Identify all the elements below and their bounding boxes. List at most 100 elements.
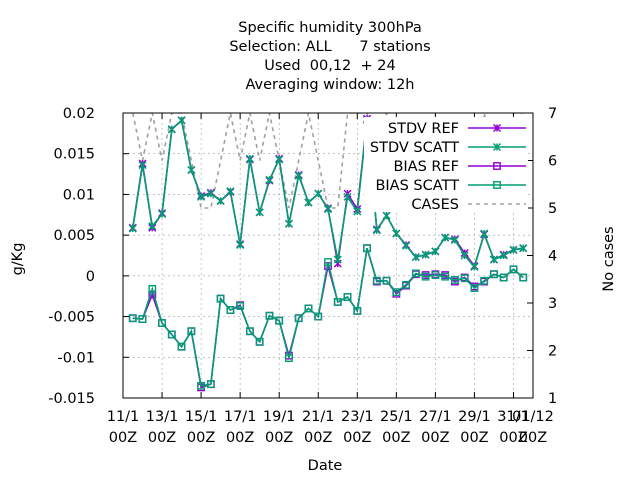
data-point (314, 189, 323, 198)
data-point (480, 229, 489, 238)
legend-item: BIAS REF (364, 155, 528, 175)
x-tick-label: 23/1 (341, 409, 374, 425)
data-point (460, 251, 469, 260)
data-point (324, 258, 332, 266)
x-tick-label: 27/1 (419, 409, 452, 425)
data-point (353, 306, 362, 315)
title-line-4: Averaging window: 12h (245, 77, 414, 93)
legend-item: CASES (364, 193, 528, 213)
data-point (402, 280, 410, 289)
data-point (245, 154, 254, 163)
x-tick-label: 11/1 (107, 409, 140, 425)
data-point (158, 319, 166, 327)
data-point (128, 314, 137, 323)
data-point (519, 273, 528, 282)
data-point (275, 316, 284, 325)
data-point (216, 196, 225, 205)
data-point (411, 253, 420, 262)
data-point (499, 273, 508, 282)
data-point (177, 116, 186, 125)
x-tick-label: 21/1 (302, 409, 335, 425)
data-point (421, 250, 430, 259)
data-point (275, 155, 284, 164)
data-point (138, 315, 147, 323)
data-point (421, 272, 430, 281)
data-point (128, 224, 137, 233)
legend: STDV REF STDV SCATT BIAS REF BIAS SCATT CASE… (364, 117, 528, 213)
legend-marker (492, 123, 502, 133)
data-point (343, 293, 352, 301)
y-tick-label: -0.005 (48, 310, 95, 326)
data-point (265, 311, 274, 320)
x-tick-label: 00Z (519, 430, 547, 446)
chart-title: Specific humidity 300hPa Selection: ALL … (229, 20, 430, 93)
data-point (499, 251, 508, 260)
x-tick-label: 01/12 (512, 409, 554, 425)
x-axis-label: Date (308, 458, 343, 474)
data-point (353, 207, 362, 216)
data-point (402, 241, 411, 250)
x-tick-label: 00Z (499, 430, 527, 446)
data-point (294, 171, 303, 180)
legend-label: BIAS REF (393, 159, 459, 175)
title-line-3: Used 00,12 + 24 (264, 58, 395, 74)
data-point (509, 265, 518, 274)
data-point (265, 175, 274, 184)
y2-axis-label: No cases (601, 226, 617, 291)
x-tick-label: 19/1 (263, 409, 296, 425)
x-tick-label: 00Z (460, 430, 488, 446)
data-point (509, 245, 518, 254)
x-tick-label: 31/1 (497, 409, 530, 425)
y-tick-label: 0.015 (53, 147, 95, 163)
data-point (333, 255, 342, 264)
legend-item: BIAS SCATT (364, 174, 528, 194)
data-point (138, 161, 147, 170)
legend-label: CASES (411, 197, 459, 213)
data-point (158, 209, 167, 219)
data-point (167, 330, 176, 339)
legend-item: STDV REF (364, 117, 528, 137)
data-point (382, 211, 391, 220)
series-bias-ref (128, 244, 528, 392)
x-tick-label: 00Z (187, 430, 215, 446)
x-tick-label: 00Z (148, 430, 176, 446)
legend-marker (493, 181, 501, 189)
data-point (392, 288, 401, 297)
data-point (197, 192, 206, 201)
x-tick-label: 00Z (421, 430, 449, 446)
data-point (411, 269, 420, 278)
y2-tick-label: 2 (548, 344, 557, 360)
ticks: -0.015 -0.01 -0.005 0 0.005 0.01 0.015 0.02 1 2 3 4… (48, 106, 557, 446)
legend-label: STDV SCATT (370, 140, 459, 156)
data-point (470, 284, 479, 292)
title-line-2: Selection: ALL 7 stations (229, 39, 430, 55)
x-tick-label: 25/1 (380, 409, 413, 425)
x-tick-label: 00Z (343, 430, 371, 446)
data-point (372, 276, 381, 285)
x-tick-label: 15/1 (185, 409, 218, 425)
data-point (441, 233, 450, 242)
data-point (451, 276, 459, 284)
data-point (333, 298, 342, 306)
data-point (206, 380, 215, 389)
x-tick-label: 00Z (265, 430, 293, 446)
data-point (431, 247, 440, 256)
y2-tick-label: 4 (548, 249, 557, 265)
x-tick-label: 13/1 (146, 409, 179, 425)
x-tick-label: 00Z (226, 430, 254, 446)
legend-label: BIAS SCATT (375, 178, 459, 194)
data-point (343, 192, 352, 201)
data-point (187, 165, 196, 175)
data-point (285, 354, 293, 362)
data-point (372, 226, 381, 235)
data-point (480, 276, 489, 285)
data-point (246, 327, 254, 336)
data-point (255, 337, 264, 346)
data-point (519, 244, 528, 253)
x-tick-label: 00Z (382, 430, 410, 446)
y2-tick-label: 3 (548, 296, 557, 312)
data-point (206, 189, 215, 198)
legend-marker (492, 142, 502, 152)
data-point (148, 284, 157, 293)
